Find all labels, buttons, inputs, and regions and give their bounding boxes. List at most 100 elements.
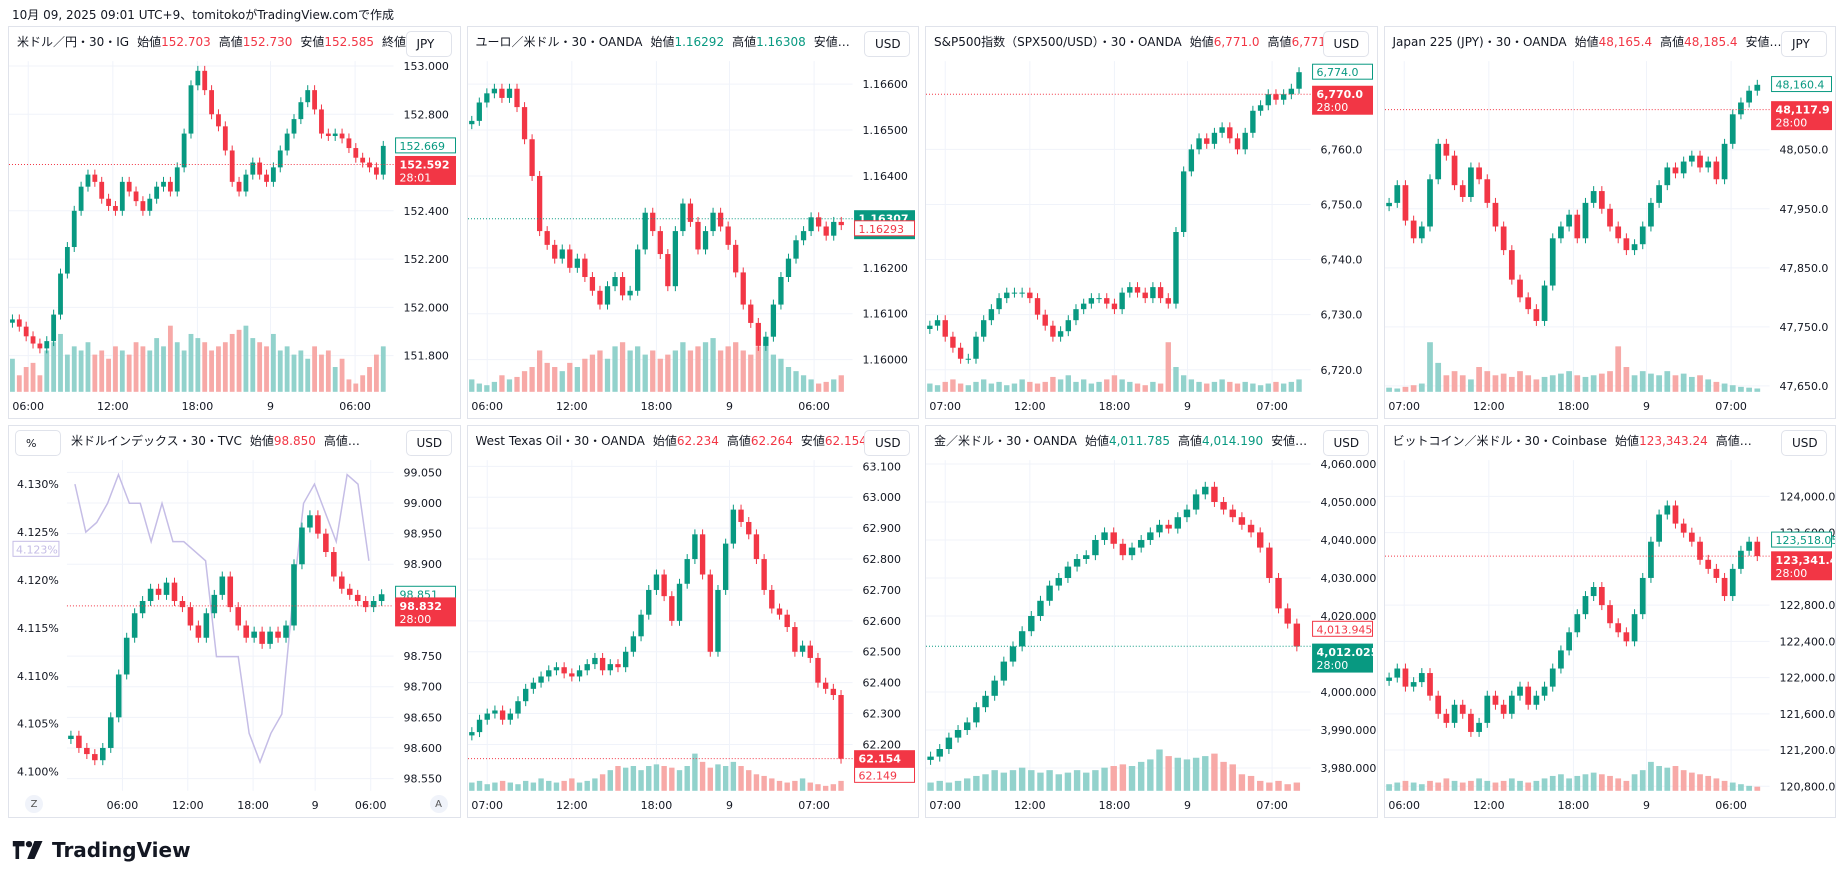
currency-unit-button[interactable]: USD [1781, 430, 1827, 456]
auto-scale-a-button[interactable]: A [429, 795, 448, 813]
x-tick-label: 06:00 [1715, 799, 1747, 812]
price-label: 152.592 [400, 158, 450, 171]
x-tick-label: 9 [726, 799, 733, 812]
volume-bar [814, 784, 821, 791]
volume-bar [934, 385, 941, 392]
volume-bar [353, 383, 359, 392]
volume-bar [181, 350, 187, 392]
candle-body [1402, 668, 1408, 687]
volume-bar [1443, 375, 1449, 392]
candle-body [717, 212, 723, 227]
currency-unit-button[interactable]: USD [864, 31, 910, 57]
candle-body [1729, 114, 1736, 144]
currency-unit-button[interactable]: USD [1322, 31, 1369, 57]
candle-body [599, 657, 605, 671]
chart-panel-japan225[interactable]: 48,050.0 47,950.0 47,850.0 47,750.0 47,650.0… [1383, 26, 1836, 419]
candle-body [1688, 155, 1695, 162]
candle-body [1101, 532, 1108, 540]
volume-bar [1101, 767, 1108, 791]
volume-bar [1418, 383, 1425, 392]
y-tick-label: 1.16600 [862, 78, 907, 91]
currency-unit-button[interactable]: JPY [405, 31, 452, 57]
volume-bar [591, 778, 598, 791]
candle-body [927, 756, 934, 760]
candle-body [1451, 704, 1457, 723]
chart-panel-usdjpy[interactable]: 153.000 152.800 152.400 152.200 152.000 151.8… [8, 26, 461, 419]
chart-panel-btcusd[interactable]: 124,000.00123,600.00122,800.00122,400.00… [1383, 425, 1836, 818]
chart-legend: Japan 225 (JPY)・30・OANDA 始値48,165.4 高値48,1… [1393, 33, 1790, 50]
chart-panel-dxy[interactable]: 99.050 99.000 98.950 98.900 98.750 98.700 98.6… [8, 425, 461, 818]
candle-body [1753, 84, 1760, 91]
price-label-box [395, 137, 457, 154]
candle-body [1647, 202, 1654, 227]
candle-body [1672, 505, 1678, 524]
currency-unit-button[interactable]: USD [405, 430, 452, 456]
volume-bar [672, 350, 678, 392]
legend-value: 4,011.785 [1108, 434, 1171, 448]
candle-body [155, 588, 162, 595]
price-label-box [1312, 85, 1374, 115]
volume-bar [653, 764, 659, 791]
legend-label: 高値 [732, 35, 757, 49]
volume-bar [791, 780, 798, 791]
percent-unit-button[interactable]: % [15, 430, 61, 456]
candle-body [1220, 501, 1227, 510]
volume-bar [1459, 375, 1466, 392]
y-tick-label: 98.550 [404, 773, 442, 786]
x-tick-label: 07:00 [929, 400, 961, 413]
candle-body [1590, 586, 1597, 597]
chart-panel-wti[interactable]: 63.100 63.000 62.900 62.800 62.700 62.600 62.5… [466, 425, 919, 818]
volume-bar [753, 774, 759, 791]
candle-body [181, 133, 187, 168]
y-tick-label: 3,980.000 [1321, 762, 1377, 775]
candle-body [1242, 132, 1248, 150]
volume-bar [1410, 782, 1417, 791]
candle-body [1565, 214, 1572, 227]
candle-body [1156, 524, 1163, 533]
volume-bar [1092, 770, 1099, 791]
y-tick-label: 47,650.0 [1779, 380, 1828, 393]
candle-body [353, 148, 359, 158]
volume-bar [1533, 379, 1539, 392]
chart-panel-spx500[interactable]: 6,760.0 6,750.0 6,740.0 6,730.0 6,720.0 07:00… [925, 26, 1378, 419]
candle-body [277, 150, 283, 168]
chart-panel-eurusd[interactable]: 1.16600 1.16500 1.16400 1.16200 1.16100 1.160… [466, 26, 919, 419]
volume-bar [1410, 385, 1417, 392]
auto-scale-z-button[interactable]: Z [25, 795, 43, 813]
currency-unit-button[interactable]: USD [864, 430, 910, 456]
candle-body [1557, 226, 1564, 239]
volume-bar [581, 358, 588, 392]
volume-bar [1590, 772, 1597, 791]
legend-label: 安値 [800, 434, 825, 448]
x-tick-label: 18:00 [1557, 799, 1589, 812]
x-tick-label: 07:00 [798, 799, 830, 812]
currency-unit-button[interactable]: JPY [1781, 31, 1827, 57]
x-tick-label: 12:00 [97, 400, 129, 413]
volume-bar [291, 354, 297, 392]
candle-body [581, 258, 588, 278]
tradingview-logo[interactable]: TradingView [12, 838, 191, 862]
legend-label: 始値 [652, 434, 677, 448]
candle-body [522, 688, 528, 702]
candle-body [1663, 167, 1670, 186]
volume-bar [1680, 770, 1687, 791]
price-label-box [1770, 101, 1832, 131]
x-tick-label: 12:00 [1014, 799, 1046, 812]
candle-body [187, 607, 194, 626]
candle-body [1541, 285, 1547, 321]
candle-body [236, 181, 242, 192]
volume-bar [1467, 379, 1474, 392]
currency-unit-button[interactable]: USD [1322, 430, 1369, 456]
candle-body [312, 90, 318, 110]
price-label: 48,117.9 [1775, 104, 1829, 117]
candle-body [799, 645, 805, 652]
countdown-label: 28:00 [1775, 117, 1807, 130]
price-label: 4,012.025 [1317, 646, 1377, 659]
candle-body [1247, 524, 1255, 533]
legend-label: 高値… [323, 434, 360, 448]
chart-panel-xauusd[interactable]: 4,060.000 4,050.000 4,040.000 4,030.000 4,02… [925, 425, 1378, 818]
candle-body [1623, 238, 1629, 251]
volume-bar [1606, 371, 1613, 392]
volume-bar [468, 782, 475, 791]
volume-bar [611, 346, 618, 392]
